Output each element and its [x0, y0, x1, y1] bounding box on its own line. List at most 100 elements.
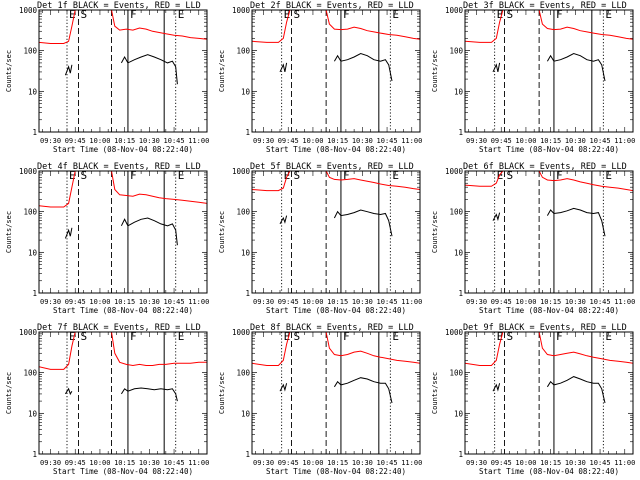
x-tick-label: 09:45: [65, 298, 86, 306]
plot-frame: [38, 9, 208, 133]
y-tick-label: 1000: [232, 167, 251, 176]
x-tick-label: 09:30: [466, 137, 487, 145]
x-axis-label: Start Time (08-Nov-04 08:22:40): [53, 145, 193, 154]
x-tick-label: 09:30: [40, 298, 61, 306]
x-tick-label: 09:30: [40, 137, 61, 145]
y-tick-label: 100: [236, 208, 250, 217]
marker-label: F: [343, 8, 350, 21]
y-axis-label: Counts/sec: [5, 50, 13, 92]
x-tick-label: 09:45: [491, 298, 512, 306]
x-tick-label: 10:45: [164, 298, 185, 306]
x-tick-label: 10:45: [377, 137, 398, 145]
y-tick-label: 1000: [445, 328, 464, 337]
x-tick-label: 10:45: [590, 137, 611, 145]
series-line-lld: [252, 332, 291, 366]
plot-frame: [464, 331, 634, 455]
series-line-lld: [252, 10, 291, 43]
marker-label: S: [81, 8, 88, 21]
series-line-lld: [111, 332, 207, 367]
marker-label: S: [507, 8, 514, 21]
marker-label: S: [294, 169, 301, 182]
y-tick-label: 10: [454, 87, 464, 96]
marker-label: F: [556, 169, 563, 182]
y-tick-label: 10: [241, 87, 251, 96]
marker-label: S: [81, 330, 88, 343]
marker-label: E: [497, 8, 504, 21]
y-axis-label: Counts/sec: [431, 50, 439, 92]
series-line-lld: [465, 171, 504, 187]
series-line-lld: [465, 332, 504, 366]
y-tick-label: 1000: [445, 167, 464, 176]
x-tick-label: 10:30: [139, 298, 160, 306]
x-tick-label: 10:15: [540, 298, 561, 306]
x-tick-label: 10:30: [565, 298, 586, 306]
x-tick-label: 10:45: [377, 459, 398, 467]
marker-label: E: [178, 169, 185, 182]
y-axis-label: Counts/sec: [5, 372, 13, 414]
y-tick-label: 1: [32, 289, 37, 298]
series-line-lld: [39, 332, 76, 370]
plot-frame: [251, 9, 421, 133]
x-tick-label: 09:45: [491, 137, 512, 145]
x-axis-label: Start Time (08-Nov-04 08:22:40): [479, 306, 619, 315]
marker-label: E: [284, 330, 291, 343]
marker-label: E: [69, 8, 76, 21]
series-line-events: [546, 376, 606, 404]
panel-title: Det 4f BLACK = Events, RED = LLD: [37, 162, 201, 172]
detector-panel-3: Det 3f BLACK = Events, RED = LLD Counts/s…: [431, 1, 635, 154]
x-tick-label: 09:45: [278, 137, 299, 145]
x-tick-label: 10:30: [139, 137, 160, 145]
x-tick-label: 10:00: [515, 298, 536, 306]
series-line-events: [333, 377, 393, 404]
marker-label: E: [605, 8, 612, 21]
y-tick-label: 100: [449, 208, 463, 217]
x-tick-label: 10:15: [114, 137, 135, 145]
plot-frame: [464, 170, 634, 294]
panel-title: Det 2f BLACK = Events, RED = LLD: [250, 1, 414, 11]
y-tick-label: 100: [23, 208, 37, 217]
x-tick-label: 10:30: [352, 137, 373, 145]
x-tick-label: 11:00: [401, 137, 422, 145]
panel-title: Det 9f BLACK = Events, RED = LLD: [463, 323, 627, 333]
marker-label: E: [497, 330, 504, 343]
series-line-lld: [465, 10, 504, 43]
series-line-events: [120, 217, 178, 246]
x-tick-label: 09:30: [253, 459, 274, 467]
x-tick-label: 10:30: [352, 298, 373, 306]
series-line-lld: [325, 10, 420, 40]
marker-label: E: [284, 169, 291, 182]
detector-panel-2: Det 2f BLACK = Events, RED = LLD Counts/s…: [218, 1, 422, 154]
panel-title: Det 1f BLACK = Events, RED = LLD: [37, 1, 201, 11]
x-tick-label: 09:30: [466, 459, 487, 467]
y-tick-label: 1000: [19, 328, 38, 337]
y-axis-label: Counts/sec: [431, 211, 439, 253]
marker-label: E: [178, 8, 185, 21]
x-tick-label: 10:30: [352, 459, 373, 467]
y-tick-label: 10: [28, 409, 38, 418]
marker-label: F: [556, 8, 563, 21]
series-line-events: [492, 212, 501, 222]
detector-panel-4: Det 4f BLACK = Events, RED = LLD Counts/s…: [5, 162, 209, 315]
plot-frame: [251, 331, 421, 455]
y-tick-label: 100: [449, 47, 463, 56]
series-line-events: [64, 387, 73, 396]
series-line-lld: [111, 10, 207, 40]
x-tick-label: 10:45: [590, 459, 611, 467]
y-tick-label: 1: [32, 450, 37, 459]
x-tick-label: 10:00: [302, 137, 323, 145]
x-tick-label: 10:00: [302, 298, 323, 306]
detector-panel-1: Det 1f BLACK = Events, RED = LLD Counts/s…: [5, 1, 209, 154]
x-tick-label: 09:30: [253, 298, 274, 306]
x-tick-label: 11:00: [401, 459, 422, 467]
x-tick-label: 10:00: [89, 459, 110, 467]
y-tick-label: 100: [236, 369, 250, 378]
series-line-events: [546, 52, 606, 82]
plot-frame: [464, 9, 634, 133]
y-axis-label: Counts/sec: [5, 211, 13, 253]
x-tick-label: 09:30: [253, 137, 274, 145]
series-line-lld: [252, 171, 291, 192]
y-tick-label: 1: [245, 289, 250, 298]
x-tick-label: 11:00: [614, 298, 635, 306]
x-tick-label: 11:00: [188, 137, 209, 145]
y-tick-label: 1: [245, 450, 250, 459]
